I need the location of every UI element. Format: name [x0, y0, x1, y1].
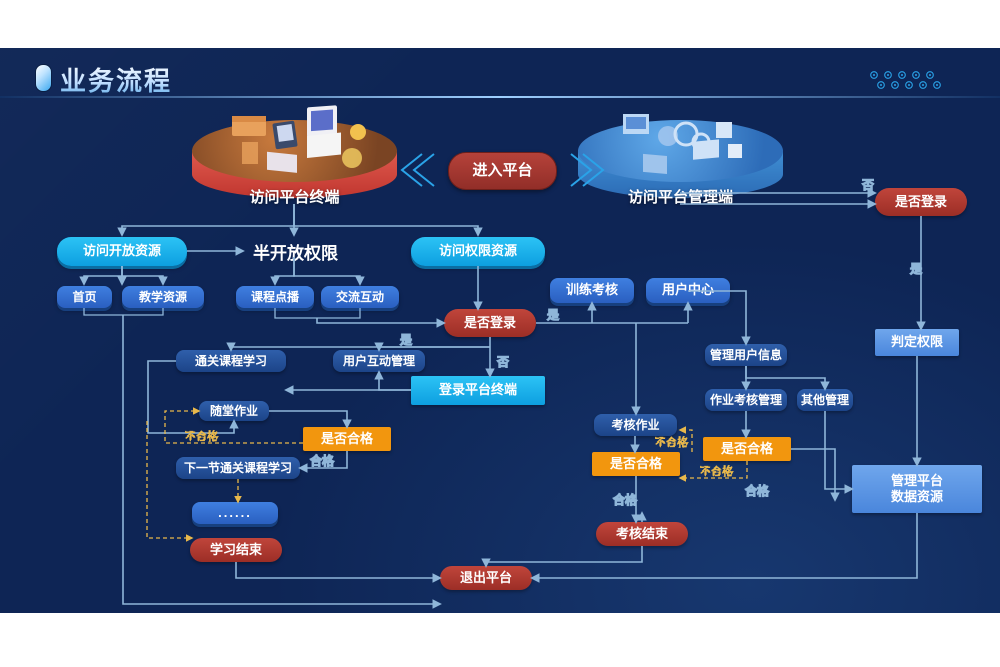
svg-text:否: 否 — [862, 178, 874, 192]
svg-text:不合格: 不合格 — [185, 429, 218, 443]
svg-text:是: 是 — [400, 333, 412, 347]
svg-text:合格: 合格 — [310, 453, 334, 468]
svg-text:是: 是 — [547, 308, 559, 322]
svg-text:是: 是 — [910, 262, 922, 276]
svg-text:合格: 合格 — [745, 483, 769, 498]
svg-text:不合格: 不合格 — [700, 464, 733, 478]
svg-text:否: 否 — [497, 355, 509, 369]
svg-text:不合格: 不合格 — [655, 435, 688, 449]
svg-text:合格: 合格 — [613, 492, 637, 507]
